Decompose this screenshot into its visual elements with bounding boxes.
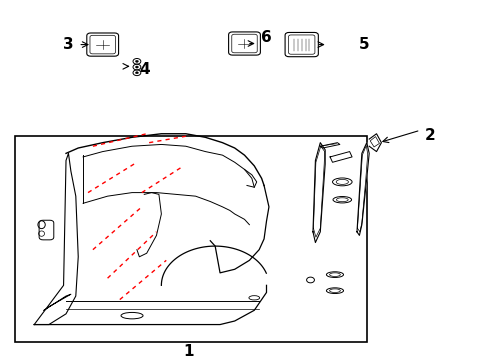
Text: 1: 1 — [183, 344, 193, 359]
Polygon shape — [320, 143, 339, 148]
Circle shape — [135, 66, 138, 68]
Circle shape — [135, 72, 138, 74]
Text: 3: 3 — [63, 37, 74, 52]
Polygon shape — [329, 152, 351, 162]
Text: 2: 2 — [424, 128, 435, 143]
Circle shape — [135, 60, 138, 62]
Polygon shape — [312, 143, 325, 243]
Bar — [15, 135, 366, 342]
Polygon shape — [356, 143, 368, 235]
Text: 4: 4 — [139, 62, 149, 77]
Polygon shape — [368, 134, 381, 152]
Text: 6: 6 — [261, 30, 271, 45]
Text: 5: 5 — [358, 37, 369, 52]
